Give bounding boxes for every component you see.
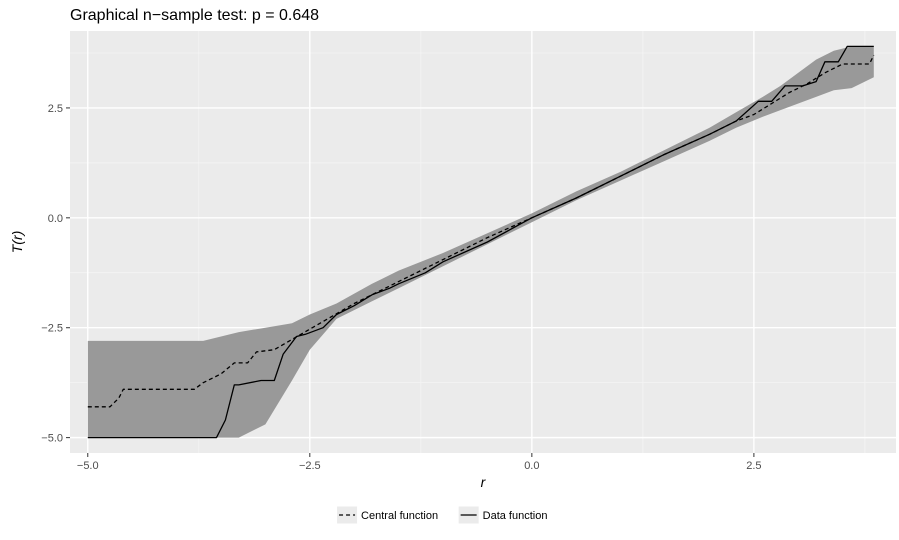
legend-label: Central function — [361, 510, 438, 522]
y-tick-label: −5.0 — [41, 433, 63, 445]
x-tick-label: 2.5 — [746, 460, 761, 472]
y-axis: −5.0 −2.5 0.0 2.5 — [41, 103, 70, 445]
x-tick-label: −2.5 — [299, 460, 321, 472]
x-tick-label: −5.0 — [77, 460, 99, 472]
x-tick-label: 0.0 — [524, 460, 539, 472]
y-axis-title: T(r) — [9, 231, 25, 254]
grid-minor — [70, 31, 896, 453]
chart-title: Graphical n−sample test: p = 0.648 — [70, 7, 319, 24]
y-tick-label: −2.5 — [41, 323, 63, 335]
y-tick-label: 0.0 — [48, 213, 63, 225]
grid-major — [70, 31, 896, 453]
x-axis: −5.0 −2.5 0.0 2.5 — [77, 453, 762, 472]
series-layer — [87, 45, 875, 439]
envelope-band — [87, 46, 874, 438]
series-data-function — [87, 45, 874, 439]
legend-label: Data function — [483, 510, 548, 522]
y-tick-label: 2.5 — [48, 103, 63, 115]
legend: Central function Data function — [337, 506, 548, 524]
x-axis-title: r — [481, 474, 487, 490]
y-axis-title-group: T(r) — [9, 231, 25, 254]
